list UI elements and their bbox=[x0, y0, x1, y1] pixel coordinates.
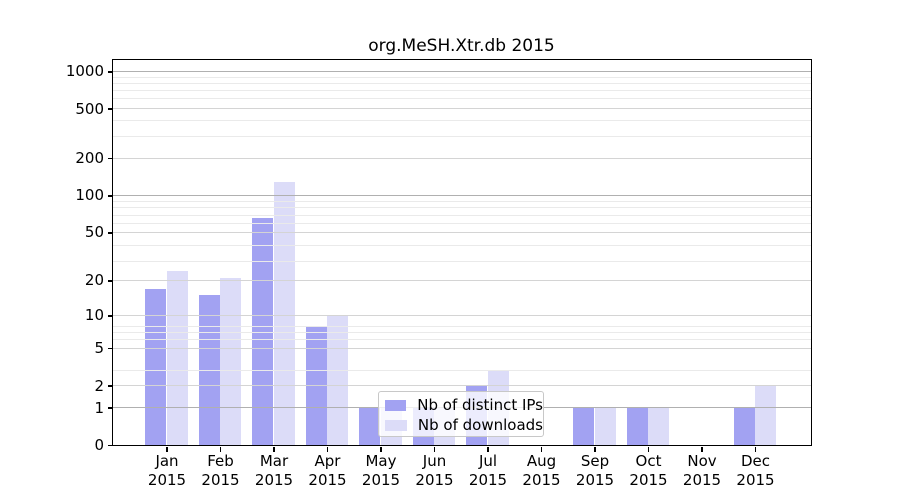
x-tick-jul bbox=[487, 447, 489, 452]
x-tick-label-aug: Aug 2015 bbox=[522, 452, 561, 489]
x-tick-may bbox=[380, 447, 382, 452]
gridline-regular-500 bbox=[113, 108, 811, 110]
x-tick-label-mar: Mar 2015 bbox=[254, 452, 294, 489]
x-tick-oct bbox=[647, 447, 650, 452]
legend-label-distinct-ips: Nb of distinct IPs bbox=[417, 396, 543, 414]
gridline-regular-50 bbox=[113, 231, 811, 233]
x-tick-sep bbox=[594, 447, 596, 452]
bar-distinct-ips-sep bbox=[573, 407, 595, 445]
y-tick-20 bbox=[108, 280, 112, 282]
bar-distinct-ips-jan bbox=[145, 288, 167, 445]
y-tick-1000 bbox=[108, 71, 112, 73]
bar-distinct-ips-dec bbox=[733, 407, 755, 445]
bar-distinct-ips-may bbox=[359, 407, 381, 445]
bar-downloads-mar bbox=[273, 182, 295, 445]
bar-downloads-jan bbox=[166, 270, 188, 445]
x-tick-apr bbox=[326, 447, 329, 452]
x-tick-label-jun: Jun 2015 bbox=[415, 452, 454, 489]
y-tick-500 bbox=[108, 108, 112, 110]
gridline-minor-8 bbox=[113, 325, 811, 327]
gridline-minor-599 bbox=[113, 98, 811, 100]
y-tick-5 bbox=[108, 347, 112, 350]
x-tick-label-jan: Jan 2015 bbox=[147, 452, 187, 489]
gridline-minor-59 bbox=[113, 223, 811, 225]
x-tick-jan bbox=[166, 447, 168, 452]
x-tick-mar bbox=[273, 447, 275, 452]
y-tick-label-10: 10 bbox=[84, 306, 104, 325]
x-tick-label-apr: Apr 2015 bbox=[308, 452, 347, 489]
gridline-strong-1000 bbox=[113, 70, 811, 72]
gridline-regular-20 bbox=[113, 279, 811, 281]
x-tick-jun bbox=[433, 447, 436, 452]
gridline-minor-39 bbox=[113, 244, 811, 246]
bar-downloads-oct bbox=[648, 407, 670, 445]
y-tick-2 bbox=[108, 385, 112, 387]
bar-downloads-apr bbox=[327, 315, 349, 445]
gridline-minor-899 bbox=[113, 76, 811, 78]
plot-area bbox=[112, 59, 812, 446]
y-tick-label-200: 200 bbox=[75, 149, 104, 168]
x-tick-label-dec: Dec 2015 bbox=[736, 452, 775, 489]
x-tick-dec bbox=[754, 447, 757, 452]
y-tick-label-1000: 1000 bbox=[65, 62, 104, 81]
x-tick-feb bbox=[219, 447, 222, 452]
x-tick-label-sep: Sep 2015 bbox=[575, 452, 615, 489]
gridline-minor-79 bbox=[113, 207, 811, 209]
y-tick-label-2: 2 bbox=[94, 376, 104, 395]
x-tick-label-oct: Oct 2015 bbox=[629, 452, 668, 489]
y-tick-label-5: 5 bbox=[94, 339, 104, 358]
x-tick-label-jul: Jul 2015 bbox=[468, 452, 508, 489]
y-tick-50 bbox=[108, 232, 112, 234]
x-tick-label-feb: Feb 2015 bbox=[201, 452, 240, 489]
y-tick-label-1: 1 bbox=[94, 398, 104, 417]
gridline-regular-2 bbox=[113, 385, 811, 387]
y-tick-label-500: 500 bbox=[75, 99, 104, 118]
legend-item-downloads: Nb of downloads bbox=[379, 415, 543, 435]
gridline-minor-6 bbox=[113, 339, 811, 341]
gridline-minor-29 bbox=[113, 260, 811, 262]
gridline-minor-3 bbox=[113, 369, 811, 371]
gridline-strong-100 bbox=[113, 194, 811, 196]
gridline-minor-699 bbox=[113, 90, 811, 92]
chart-title: org.MeSH.Xtr.db 2015 bbox=[368, 36, 555, 56]
y-tick-label-0: 0 bbox=[94, 436, 104, 454]
x-tick-label-may: May 2015 bbox=[361, 452, 401, 489]
gridline-minor-89 bbox=[113, 201, 811, 203]
gridline-minor-799 bbox=[113, 82, 811, 84]
x-tick-nov bbox=[701, 447, 703, 452]
y-tick-10 bbox=[108, 315, 112, 317]
y-tick-label-20: 20 bbox=[84, 271, 104, 290]
gridline-regular-10 bbox=[113, 314, 811, 316]
gridline-minor-299 bbox=[113, 135, 811, 137]
x-tick-label-nov: Nov 2015 bbox=[682, 452, 722, 489]
y-tick-label-50: 50 bbox=[84, 223, 104, 242]
y-tick-1 bbox=[108, 407, 112, 409]
gridline-minor-399 bbox=[113, 120, 811, 122]
y-tick-0 bbox=[108, 444, 112, 447]
bar-distinct-ips-oct bbox=[626, 407, 648, 445]
y-tick-200 bbox=[108, 157, 112, 160]
gridline-minor-69 bbox=[113, 214, 811, 216]
gridline-regular-200 bbox=[113, 157, 811, 159]
bar-downloads-dec bbox=[755, 385, 777, 445]
legend-swatch-downloads-icon bbox=[385, 419, 407, 431]
bar-downloads-feb bbox=[220, 277, 242, 445]
y-tick-label-100: 100 bbox=[75, 186, 104, 205]
gridline-minor-7 bbox=[113, 332, 811, 334]
y-tick-100 bbox=[108, 195, 112, 197]
legend-swatch-distinct-ips-icon bbox=[385, 399, 407, 411]
legend-item-distinct-ips: Nb of distinct IPs bbox=[379, 395, 543, 415]
bar-distinct-ips-mar bbox=[252, 217, 274, 445]
x-tick-aug bbox=[540, 447, 543, 452]
gridline-regular-5 bbox=[113, 347, 811, 349]
legend: Nb of distinct IPs Nb of downloads bbox=[378, 391, 544, 437]
bar-downloads-sep bbox=[594, 407, 616, 445]
legend-label-downloads: Nb of downloads bbox=[417, 416, 543, 434]
